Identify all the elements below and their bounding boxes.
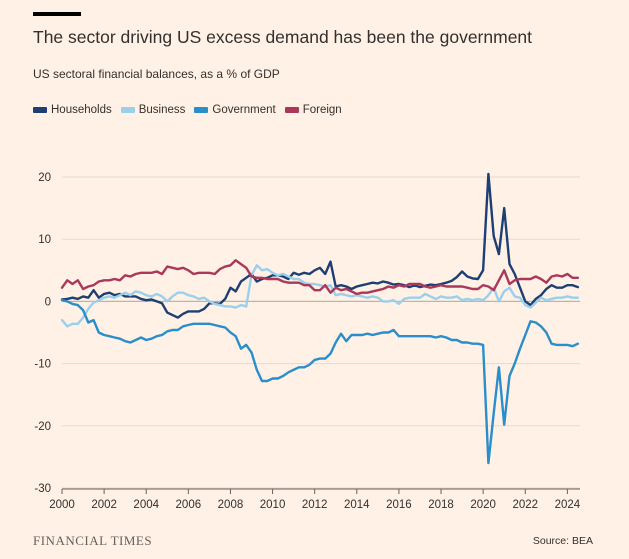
ft-top-bar	[33, 12, 81, 16]
legend-label: Foreign	[302, 104, 342, 116]
x-tick-label: 2002	[91, 499, 117, 511]
legend-label: Business	[138, 104, 186, 116]
x-tick-label: 2022	[512, 499, 538, 511]
legend-item-foreign: Foreign	[284, 104, 342, 116]
y-tick-label: -10	[34, 359, 51, 371]
series-line-government	[60, 299, 580, 465]
y-tick-label: 0	[45, 296, 51, 308]
series-line-foreign	[60, 259, 580, 296]
legend-label: Government	[212, 104, 276, 116]
x-tick-label: 2004	[133, 499, 159, 511]
legend-label: Households	[51, 104, 112, 116]
chart-subtitle: US sectoral financial balances, as a % o…	[33, 67, 280, 81]
legend-swatch	[284, 107, 299, 113]
x-tick-label: 2016	[386, 499, 412, 511]
x-axis: 2000 2002 2004 2006 2008 2010 2012 2014 2016 2018…	[49, 488, 581, 511]
x-tick-label: 2018	[428, 499, 454, 511]
chart-series	[60, 172, 580, 465]
legend-item-business: Business	[120, 104, 186, 116]
series-line-households	[60, 172, 580, 319]
legend-swatch	[33, 107, 47, 113]
chart-title: The sector driving US excess demand has …	[33, 27, 533, 47]
x-tick-label: 2008	[218, 499, 244, 511]
y-tick-label: 10	[38, 234, 51, 246]
y-tick-label: -30	[34, 483, 51, 495]
x-tick-label: 2014	[344, 499, 370, 511]
x-tick-label: 2000	[49, 499, 75, 511]
legend-item-households: Households	[33, 104, 112, 116]
x-tick-label: 2020	[470, 499, 496, 511]
x-tick-label: 2024	[555, 499, 581, 511]
x-tick-label: 2010	[260, 499, 286, 511]
legend-swatch	[194, 107, 209, 113]
legend-item-government: Government	[194, 104, 276, 116]
y-tick-label: -20	[34, 421, 51, 433]
source-note: Source: BEA	[532, 535, 593, 547]
ft-logo: FINANCIAL TIMES	[33, 533, 153, 548]
x-tick-label: 2012	[302, 499, 328, 511]
legend-swatch	[120, 107, 135, 113]
chart-legend: Households Business Government Foreign	[33, 104, 342, 116]
y-tick-label: 20	[38, 172, 51, 184]
x-tick-label: 2006	[176, 499, 202, 511]
y-axis: 20 10 0 -10 -20 -30	[34, 172, 51, 495]
series-line-business	[60, 264, 580, 328]
